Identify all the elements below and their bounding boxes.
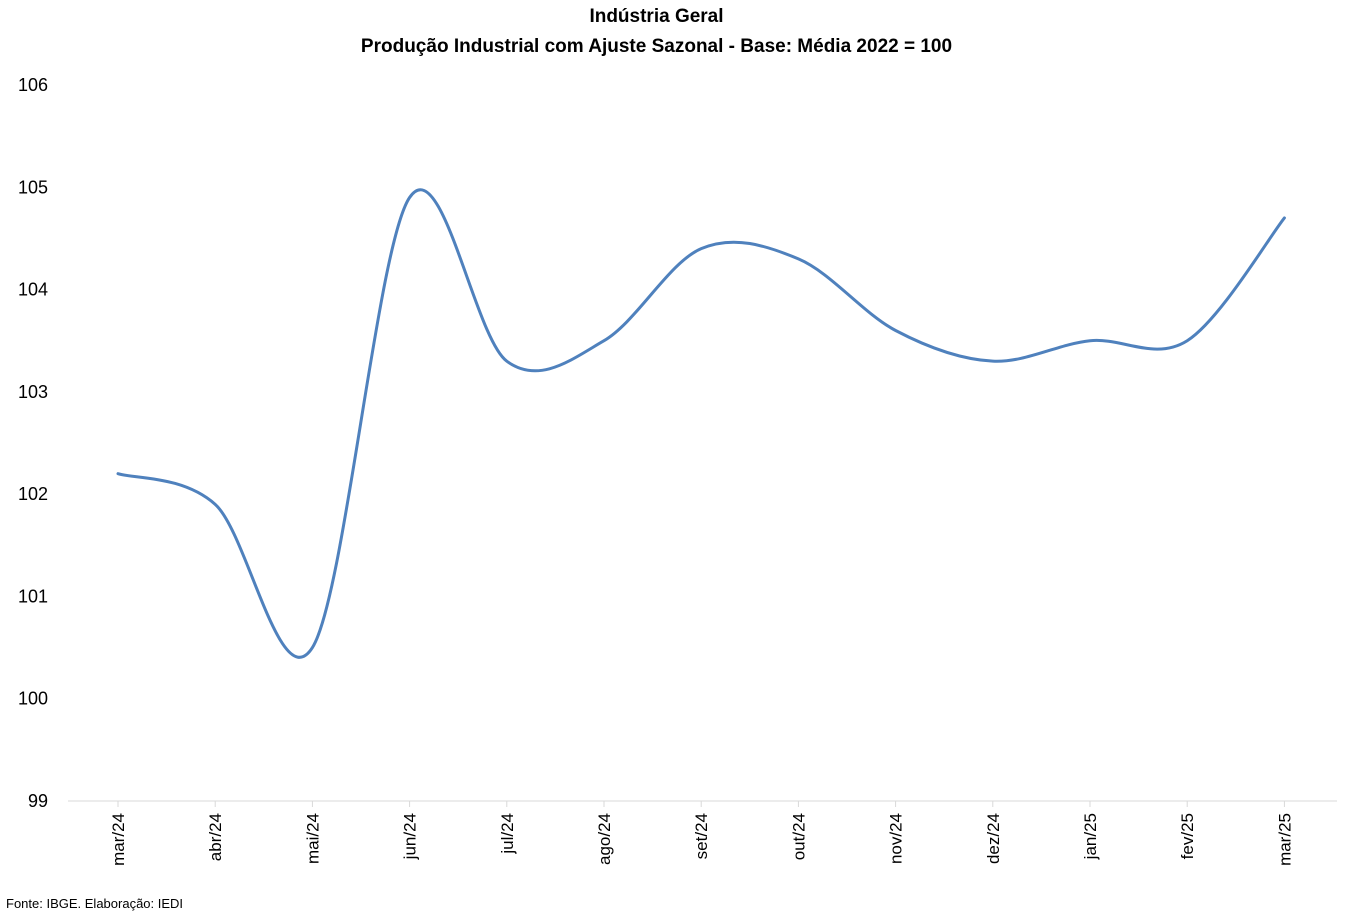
x-tick-label: jan/25 [1081, 813, 1100, 860]
y-tick-label: 106 [18, 75, 48, 95]
x-tick-label: set/24 [692, 813, 711, 859]
y-tick-label: 105 [18, 177, 48, 197]
data-point [991, 359, 995, 363]
x-tick-label: dez/24 [984, 813, 1003, 864]
x-tick-label: mar/25 [1275, 813, 1294, 866]
x-tick-label: fev/25 [1178, 813, 1197, 859]
data-point [1282, 216, 1286, 220]
y-tick-label: 102 [18, 484, 48, 504]
x-tick-label: mar/24 [109, 813, 128, 866]
y-tick-label: 104 [18, 280, 48, 300]
x-tick-label: jul/24 [498, 813, 517, 855]
data-point [894, 328, 898, 332]
y-tick-label: 103 [18, 382, 48, 402]
y-tick-label: 99 [28, 791, 48, 811]
data-point [116, 472, 120, 476]
data-point [699, 247, 703, 251]
chart-subtitle: Produção Industrial com Ajuste Sazonal -… [360, 36, 953, 57]
series-line [116, 188, 1286, 659]
data-points [116, 196, 1286, 650]
y-tick-label: 101 [18, 586, 48, 606]
data-point [796, 257, 800, 261]
source-note: Fonte: IBGE. Elaboração: IEDI [6, 896, 184, 911]
data-point [408, 196, 412, 200]
data-point [505, 359, 509, 363]
y-axis-ticks: 99 100 101 102 103 104 105 106 [18, 75, 48, 811]
data-point [310, 646, 314, 650]
x-tick-label: abr/24 [206, 813, 225, 861]
x-tick-label: out/24 [789, 813, 808, 860]
data-point [1088, 339, 1092, 343]
x-tick-label: jun/24 [401, 813, 420, 860]
x-tick-label: mai/24 [303, 813, 322, 864]
x-tick-label: nov/24 [887, 813, 906, 864]
data-point [213, 502, 217, 506]
data-point [1185, 339, 1189, 343]
x-axis-ticks: mar/24 abr/24 mai/24 jun/24 jul/24 ago/24 set/… [109, 801, 1294, 866]
x-tick-label: ago/24 [595, 813, 614, 865]
data-point [602, 339, 606, 343]
chart-title: Indústria Geral [589, 6, 724, 27]
y-tick-label: 100 [18, 689, 48, 709]
